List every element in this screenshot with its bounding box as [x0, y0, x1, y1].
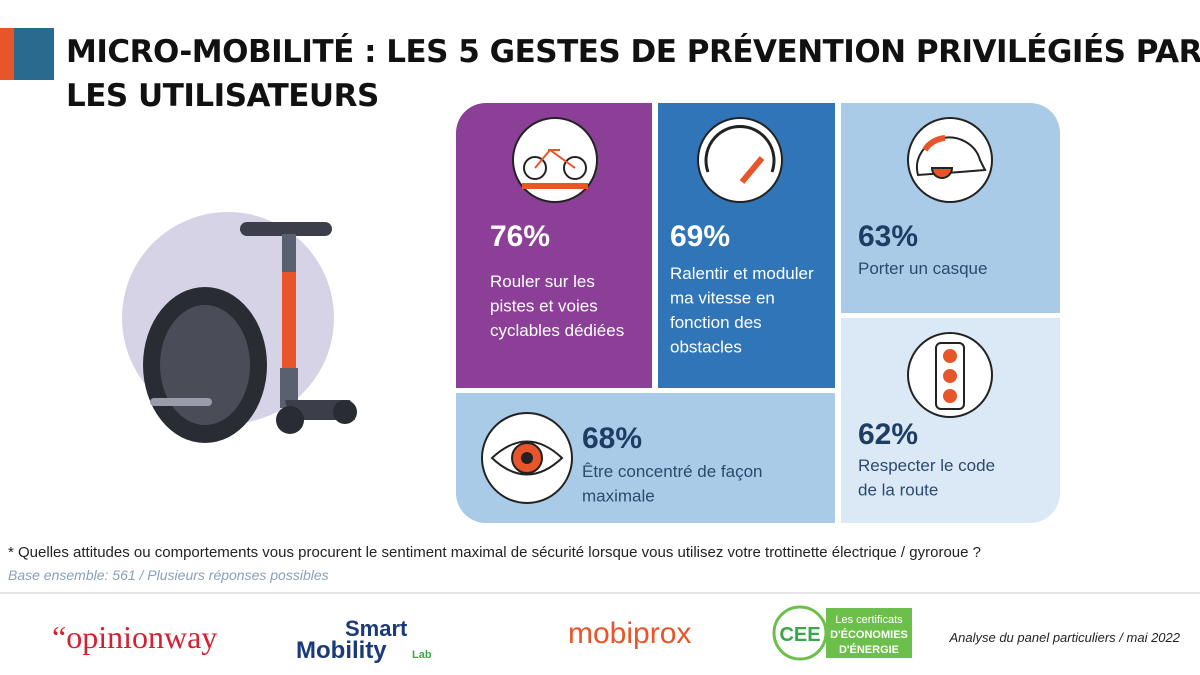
- logo-cee: CEE: [779, 624, 820, 646]
- tile-label: maximale: [582, 487, 655, 506]
- tile-label: cyclables dédiées: [490, 321, 624, 340]
- footnote-question: * Quelles attitudes ou comportements vou…: [8, 544, 981, 561]
- source: Analyse du panel particuliers / mai 2022: [948, 630, 1180, 645]
- tile-label: obstacles: [670, 338, 742, 357]
- cee-panel: [826, 608, 912, 658]
- tile-percent: 76%: [490, 220, 550, 253]
- tile-label: Rouler sur les: [490, 272, 595, 291]
- tile-percent: 63%: [858, 220, 918, 253]
- footnote-base: Base ensemble: 561 / Plusieurs réponses …: [8, 567, 329, 583]
- tiles: [456, 103, 1060, 523]
- tile-percent: 69%: [670, 220, 730, 253]
- tile-percent: 62%: [858, 418, 918, 451]
- logo-mobiprox: mobiprox: [568, 617, 691, 650]
- tile-label: Être concentré de façon: [582, 462, 763, 481]
- tile-label: fonction des: [670, 313, 762, 332]
- cee-line: Les certificats: [835, 614, 903, 626]
- logo-mobility: Mobility: [296, 637, 387, 664]
- tile-label: ma vitesse en: [670, 289, 775, 308]
- logo-opinionway: “opinionway: [52, 619, 217, 655]
- cee-line: D'ÉNERGIE: [839, 643, 899, 656]
- tile-label: pistes et voies: [490, 297, 598, 316]
- scooter-illustration: [122, 212, 357, 443]
- tile-label: Respecter le code: [858, 456, 995, 475]
- tile-label: Porter un casque: [858, 259, 987, 278]
- logo-lab: Lab: [412, 649, 432, 661]
- accent-orange: [0, 28, 14, 80]
- logo-smart: Smart: [345, 616, 408, 641]
- cee-line: D'ÉCONOMIES: [830, 628, 908, 641]
- accent-blue: [14, 28, 54, 80]
- tile-label: Ralentir et moduler: [670, 264, 814, 283]
- title: MICRO-MOBILITÉ : LES 5 GESTES DE PRÉVENT…: [66, 34, 1200, 70]
- title: LES UTILISATEURS: [66, 78, 379, 114]
- tile-label: de la route: [858, 481, 938, 500]
- tile-percent: 68%: [582, 422, 642, 455]
- icons: [481, 117, 993, 504]
